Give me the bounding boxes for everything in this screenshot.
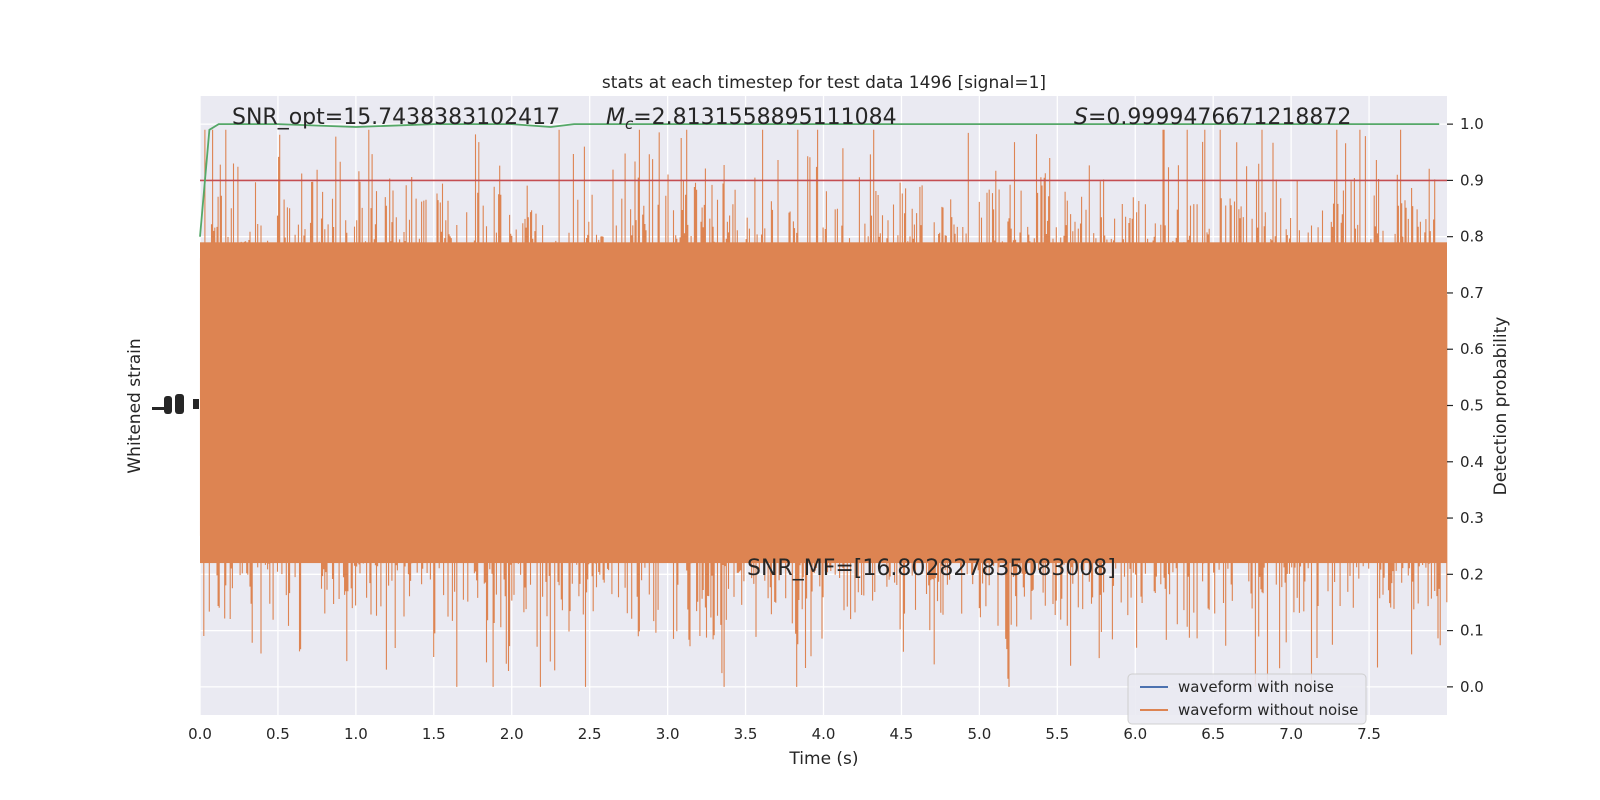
waveform-without-noise-line [199,129,1448,687]
annotation-snr-mf: SNR_MF=[16.802827835083008] [747,556,1116,581]
right-y-tick-label: 0.1 [1460,622,1484,640]
legend-label-waveform-without-noise: waveform without noise [1178,701,1358,719]
x-tick-label: 5.0 [967,725,991,743]
right-y-tick-label: 0.5 [1460,397,1484,415]
x-tick-label: 7.0 [1279,725,1303,743]
x-tick-label: 5.5 [1045,725,1069,743]
x-tick-label: 3.0 [656,725,680,743]
left-axis-ticks-cluster [152,394,199,414]
right-y-tick-label: 0.9 [1460,171,1484,189]
x-tick-label: 6.0 [1123,725,1147,743]
chart-title: stats at each timestep for test data 149… [602,73,1046,93]
x-tick-label: 0.5 [266,725,290,743]
legend-label-waveform-with-noise: waveform with noise [1178,678,1334,696]
x-tick-label: 3.5 [734,725,758,743]
x-tick-label: 1.5 [422,725,446,743]
right-y-tick-label: 0.0 [1460,678,1484,696]
right-y-tick-label: 0.2 [1460,565,1484,583]
x-axis-label: Time (s) [788,749,858,769]
ticks: 0.0 0.5 1.0 1.5 2.0 2.5 3.0 3.5 4.0 4.5 5.0 5.5 6.0 6… [188,115,1484,743]
x-tick-label: 7.5 [1357,725,1381,743]
x-tick-label: 6.5 [1201,725,1225,743]
x-tick-label: 4.0 [812,725,836,743]
right-y-tick-label: 0.4 [1460,453,1484,471]
right-y-tick-label: 0.6 [1460,340,1484,358]
annotation-snr-opt: SNR_opt=15.7438383102417 [232,105,560,130]
right-y-tick-label: 1.0 [1460,115,1484,133]
x-tick-label: 2.0 [500,725,524,743]
x-tick-label: 4.5 [890,725,914,743]
detection-probability-line [199,123,1440,237]
annotation-s: S=0.9999476671218872 [1074,105,1351,130]
legend: waveform with noise waveform without noi… [1127,673,1367,725]
right-y-axis-label: Detection probability [1491,317,1511,496]
x-tick-label: 2.5 [578,725,602,743]
left-y-axis-label: Whitened strain [125,338,145,473]
right-y-tick-label: 0.8 [1460,228,1484,246]
right-y-tick-label: 0.3 [1460,509,1484,527]
x-tick-label: 0.0 [188,725,212,743]
curve-layer [199,123,1447,237]
legend-box [1127,673,1367,725]
annotation-mc: Mc=2.8131558895111084 [606,105,897,133]
x-tick-label: 1.0 [344,725,368,743]
right-y-tick-label: 0.7 [1460,284,1484,302]
waveform-without-noise-series [199,129,1448,687]
